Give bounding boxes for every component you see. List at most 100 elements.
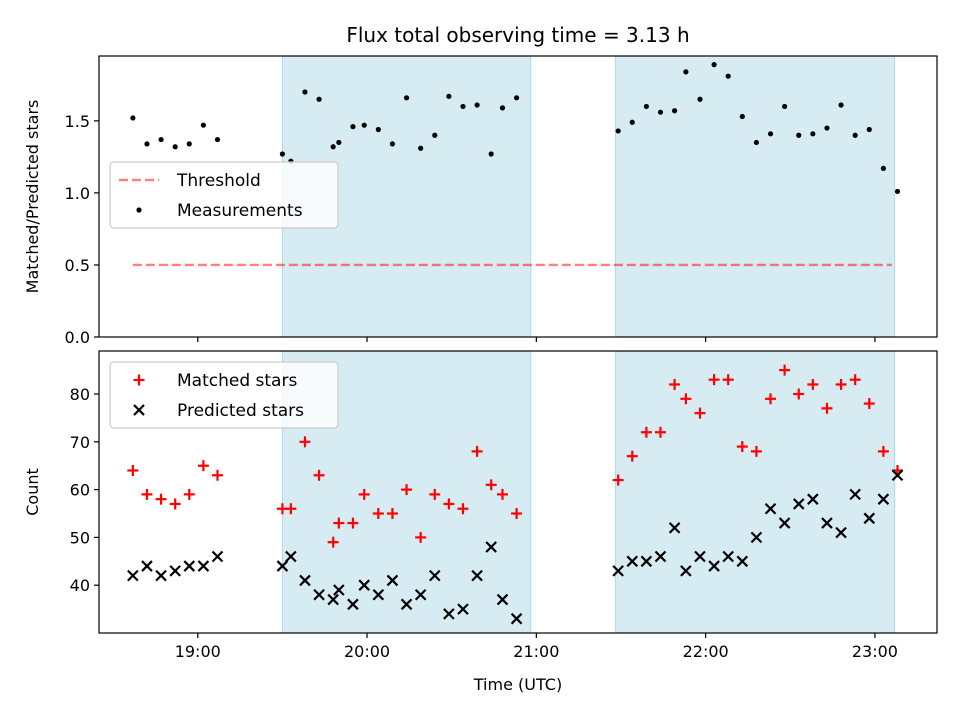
- count-panel: 19:00 20:00 21:00 22:00 23:00 40 50 60 70 80 Count…: [23, 350, 938, 694]
- matched-star-point: [347, 517, 359, 529]
- measurement-point: [671, 108, 678, 114]
- legend-matched-swatch: [133, 374, 145, 386]
- matched-star-point: [471, 445, 483, 457]
- measurement-point: [432, 132, 438, 138]
- predicted-star-point: [835, 526, 847, 539]
- x-axis-label: Time (UTC): [473, 675, 562, 694]
- measurement-point: [852, 132, 858, 138]
- predicted-star-point: [821, 517, 833, 529]
- legend-threshold-label: Threshold: [176, 171, 261, 191]
- y-tick-label: 50: [70, 528, 90, 547]
- measurement-point: [330, 144, 336, 150]
- matched-star-point: [183, 488, 195, 500]
- matched-star-point: [358, 488, 370, 500]
- measurement-point: [643, 103, 649, 110]
- measurement-point: [767, 131, 774, 137]
- x-tick-label: 20:00: [344, 642, 390, 661]
- predicted-star-point: [510, 612, 523, 625]
- shaded-interval: [614, 350, 896, 634]
- predicted-star-point: [386, 574, 399, 587]
- measurement-point: [389, 141, 396, 147]
- predicted-star-point: [443, 608, 455, 620]
- measurement-point: [446, 93, 452, 99]
- y-tick-label: 0.0: [65, 328, 90, 347]
- matched-star-point: [694, 407, 706, 419]
- x-tick-label: 22:00: [683, 642, 729, 661]
- measurement-point: [279, 151, 286, 157]
- predicted-star-point: [680, 565, 692, 577]
- measurement-point: [711, 62, 717, 68]
- legend-measurement-swatch: [136, 207, 142, 213]
- matched-star-point: [821, 402, 833, 414]
- measurement-point: [130, 115, 136, 121]
- measurement-point: [629, 119, 635, 125]
- matched-star-point: [299, 436, 311, 448]
- matched-star-point: [612, 474, 624, 486]
- measurement-point: [460, 103, 466, 110]
- predicted-star-point: [471, 569, 483, 582]
- matched-star-point: [722, 374, 734, 386]
- matched-star-point: [863, 398, 875, 410]
- measurement-point: [172, 144, 178, 150]
- y-tick-label: 0.5: [65, 256, 90, 275]
- predicted-star-point: [333, 584, 345, 596]
- matched-star-point: [372, 508, 384, 520]
- predicted-star-point: [197, 560, 210, 572]
- y-tick-label: 1.5: [65, 112, 90, 131]
- predicted-star-point: [496, 593, 509, 606]
- predicted-star-point: [778, 517, 791, 529]
- matched-star-point: [669, 378, 681, 390]
- matched-star-point: [327, 536, 339, 548]
- measurement-point: [880, 165, 886, 171]
- axes-frame: [98, 350, 938, 634]
- legend-matched-label: Matched stars: [177, 371, 297, 391]
- matched-star-point: [793, 388, 805, 400]
- matched-star-point: [429, 488, 441, 500]
- y-tick-label: 60: [70, 481, 90, 500]
- measurement-point: [683, 69, 689, 75]
- legend-measurement-label: Measurements: [177, 201, 303, 221]
- measurement-point: [488, 151, 494, 157]
- matched-star-point: [155, 493, 167, 505]
- predicted-star-point: [358, 579, 371, 591]
- predicted-star-point: [285, 550, 297, 563]
- measurement-point: [739, 113, 745, 120]
- legend-predicted-swatch: [133, 404, 145, 416]
- measurement-point: [375, 126, 381, 133]
- matched-star-point: [169, 498, 181, 510]
- y-tick-label: 1.0: [65, 184, 90, 203]
- measurement-point: [350, 124, 356, 130]
- measurement-point: [418, 145, 424, 151]
- predicted-star-point: [612, 565, 624, 577]
- measurement-point: [336, 139, 342, 146]
- matched-star-point: [212, 469, 224, 481]
- y-axis-label: Matched/Predicted stars: [23, 100, 42, 294]
- measurement-point: [838, 102, 844, 108]
- predicted-star-point: [169, 565, 181, 577]
- measurement-point: [866, 126, 872, 133]
- matched-star-point: [127, 464, 139, 476]
- y-axis-label: Count: [23, 468, 42, 516]
- predicted-star-point: [457, 603, 469, 615]
- x-tick-label: 23:00: [852, 642, 898, 661]
- measurement-point: [214, 136, 221, 143]
- matched-star-point: [443, 498, 455, 510]
- matched-star-point: [779, 364, 791, 376]
- matched-star-point: [313, 469, 325, 481]
- predicted-star-point: [807, 493, 819, 505]
- predicted-star-point: [891, 469, 904, 482]
- measurement-point: [824, 125, 830, 131]
- y-tick-label: 40: [70, 576, 90, 595]
- predicted-star-point: [764, 502, 777, 515]
- y-tick-label: 70: [70, 433, 90, 452]
- matched-star-point: [401, 484, 413, 496]
- predicted-star-point: [299, 574, 311, 587]
- predicted-star-point: [668, 522, 681, 534]
- measurement-point: [810, 131, 816, 137]
- predicted-star-point: [141, 560, 153, 572]
- measurement-point: [302, 89, 308, 95]
- chart-title: Flux total observing time = 3.13 h: [346, 23, 689, 47]
- matched-star-point: [835, 378, 847, 390]
- predicted-star-point: [428, 569, 441, 582]
- predicted-star-point: [211, 550, 224, 563]
